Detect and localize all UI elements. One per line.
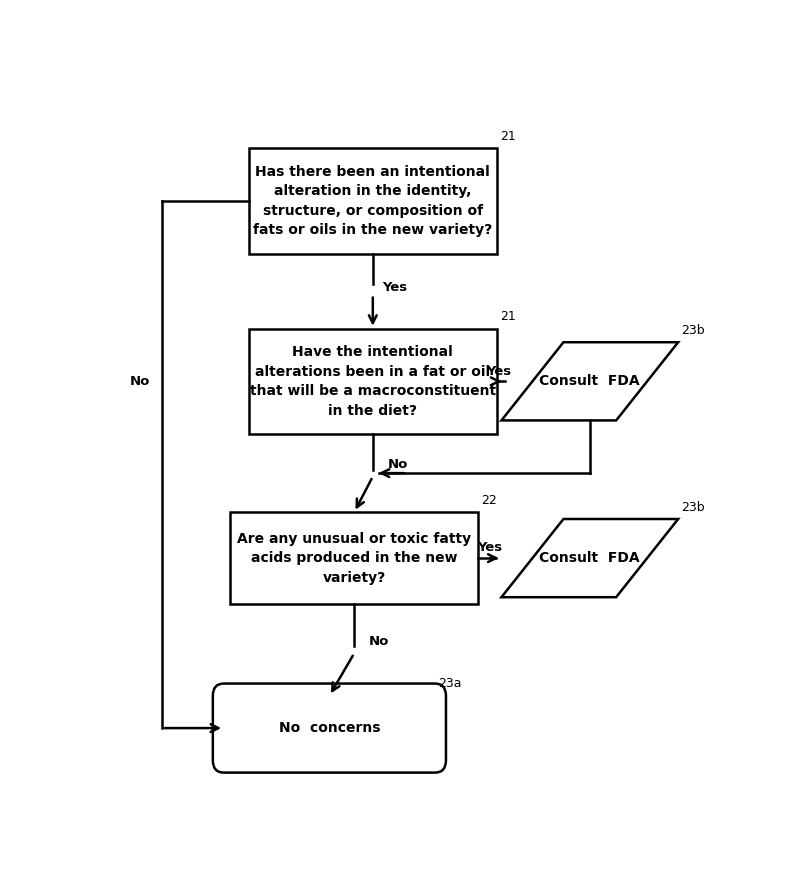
Text: 22: 22 bbox=[482, 494, 497, 507]
Text: Yes: Yes bbox=[486, 365, 512, 378]
Text: 23a: 23a bbox=[438, 677, 462, 691]
Text: 23b: 23b bbox=[682, 501, 705, 514]
Text: 21: 21 bbox=[500, 130, 516, 143]
Polygon shape bbox=[502, 519, 678, 597]
Text: Consult  FDA: Consult FDA bbox=[539, 374, 640, 389]
Text: Have the intentional
alterations been in a fat or oil
that will be a macroconsti: Have the intentional alterations been in… bbox=[250, 345, 496, 418]
Bar bbox=[249, 148, 497, 253]
Text: Yes: Yes bbox=[478, 541, 502, 555]
Text: 23b: 23b bbox=[682, 324, 705, 336]
Bar bbox=[249, 328, 497, 434]
Text: Consult  FDA: Consult FDA bbox=[539, 551, 640, 565]
Text: No: No bbox=[369, 635, 389, 648]
Text: No: No bbox=[130, 374, 150, 388]
FancyBboxPatch shape bbox=[213, 683, 446, 773]
Text: No: No bbox=[387, 458, 408, 472]
Bar bbox=[230, 512, 478, 604]
Text: Has there been an intentional
alteration in the identity,
structure, or composit: Has there been an intentional alteration… bbox=[253, 165, 493, 238]
Text: Are any unusual or toxic fatty
acids produced in the new
variety?: Are any unusual or toxic fatty acids pro… bbox=[237, 532, 471, 585]
Polygon shape bbox=[502, 343, 678, 420]
Text: Yes: Yes bbox=[382, 282, 407, 294]
Text: No  concerns: No concerns bbox=[278, 721, 380, 735]
Text: 21: 21 bbox=[500, 310, 516, 323]
